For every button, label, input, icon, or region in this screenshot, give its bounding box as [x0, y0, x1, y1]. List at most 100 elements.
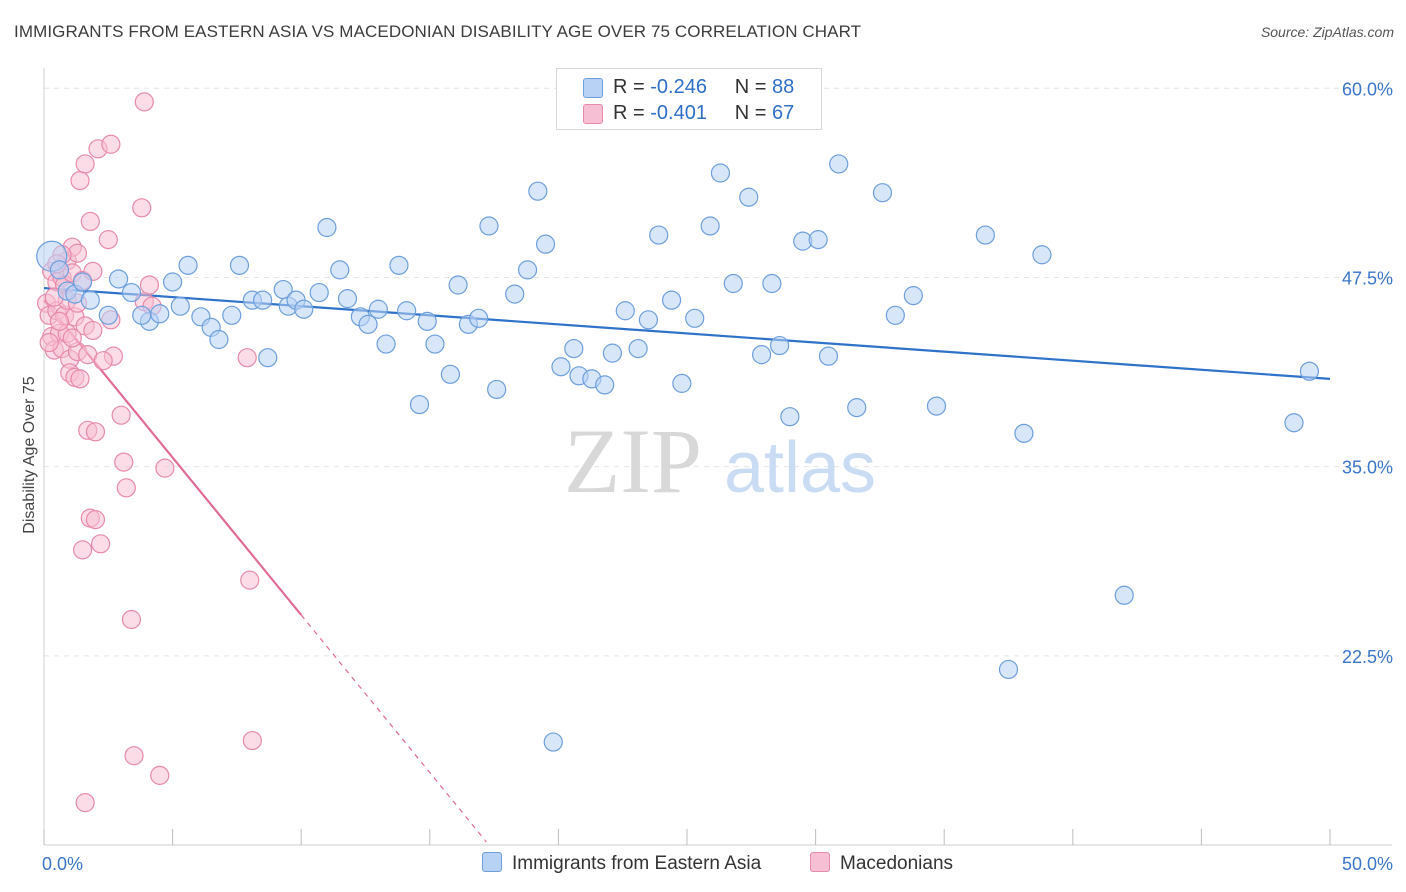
data-point-eastern-asia[interactable] — [317, 217, 337, 238]
data-point-eastern-asia[interactable] — [487, 379, 507, 400]
data-point-macedonian[interactable] — [150, 765, 170, 785]
data-point-eastern-asia[interactable] — [998, 659, 1019, 680]
data-point-eastern-asia[interactable] — [368, 299, 388, 319]
data-point-eastern-asia[interactable] — [229, 255, 250, 275]
data-point-eastern-asia[interactable] — [1014, 423, 1034, 443]
data-point-eastern-asia[interactable] — [903, 286, 923, 306]
data-point-eastern-asia[interactable] — [358, 314, 378, 334]
data-point-eastern-asia[interactable] — [517, 260, 538, 280]
data-point-eastern-asia[interactable] — [885, 305, 905, 325]
data-point-eastern-asia[interactable] — [661, 290, 682, 310]
data-point-eastern-asia[interactable] — [543, 732, 563, 752]
data-point-macedonian[interactable] — [83, 320, 103, 341]
data-point-macedonian[interactable] — [70, 170, 90, 191]
legend-item-macedonians[interactable]: Macedonians — [810, 852, 953, 875]
data-point-eastern-asia[interactable] — [337, 289, 358, 309]
data-point-eastern-asia[interactable] — [847, 398, 867, 418]
data-point-eastern-asia[interactable] — [397, 301, 417, 321]
data-point-eastern-asia[interactable] — [551, 357, 571, 377]
data-point-eastern-asia[interactable] — [762, 273, 782, 294]
data-point-macedonian[interactable] — [62, 328, 82, 348]
data-point-eastern-asia[interactable] — [528, 181, 548, 201]
data-point-eastern-asia[interactable] — [425, 334, 445, 354]
data-point-eastern-asia[interactable] — [769, 335, 790, 356]
data-point-eastern-asia[interactable] — [818, 346, 839, 366]
data-point-eastern-asia[interactable] — [389, 255, 409, 275]
data-point-macedonian[interactable] — [134, 92, 154, 112]
data-point-eastern-asia[interactable] — [564, 338, 584, 359]
data-point-eastern-asia[interactable] — [595, 375, 615, 395]
data-point-eastern-asia[interactable] — [975, 225, 995, 245]
data-point-macedonian[interactable] — [139, 275, 160, 295]
data-point-macedonian[interactable] — [237, 348, 257, 368]
data-point-macedonian[interactable] — [90, 534, 111, 554]
data-point-macedonian[interactable] — [240, 570, 260, 590]
data-point-eastern-asia[interactable] — [808, 230, 828, 250]
data-point-eastern-asia[interactable] — [505, 284, 525, 304]
data-point-eastern-asia[interactable] — [829, 154, 849, 174]
data-point-eastern-asia[interactable] — [1299, 361, 1320, 381]
data-point-eastern-asia[interactable] — [150, 304, 170, 324]
data-point-eastern-asia[interactable] — [440, 364, 460, 384]
data-point-eastern-asia[interactable] — [739, 187, 759, 207]
data-point-macedonian[interactable] — [101, 134, 121, 154]
data-point-eastern-asia[interactable] — [638, 310, 659, 330]
data-point-macedonian[interactable] — [98, 230, 118, 250]
data-point-macedonian[interactable] — [75, 154, 95, 174]
data-point-eastern-asia[interactable] — [872, 183, 893, 203]
data-point-eastern-asia[interactable] — [258, 348, 278, 368]
data-point-eastern-asia[interactable] — [253, 290, 273, 310]
data-point-eastern-asia[interactable] — [710, 163, 731, 183]
data-point-eastern-asia[interactable] — [780, 407, 800, 427]
data-point-eastern-asia[interactable] — [479, 216, 499, 236]
data-point-eastern-asia[interactable] — [417, 311, 437, 331]
data-point-eastern-asia[interactable] — [615, 301, 635, 321]
data-point-eastern-asia[interactable] — [672, 373, 692, 393]
data-point-macedonian[interactable] — [242, 730, 262, 751]
data-point-macedonian[interactable] — [85, 422, 106, 442]
legend-item-eastern-asia[interactable]: Immigrants from Eastern Asia — [482, 852, 761, 875]
data-point-eastern-asia[interactable] — [132, 305, 152, 325]
data-point-eastern-asia[interactable] — [1114, 585, 1134, 605]
data-point-eastern-asia[interactable] — [178, 255, 198, 275]
data-point-eastern-asia[interactable] — [535, 234, 556, 254]
data-point-eastern-asia[interactable] — [49, 260, 70, 280]
data-point-eastern-asia[interactable] — [700, 216, 720, 236]
data-point-eastern-asia[interactable] — [1284, 413, 1304, 433]
data-point-eastern-asia[interactable] — [163, 272, 183, 292]
data-point-macedonian[interactable] — [80, 211, 100, 232]
data-point-eastern-asia[interactable] — [170, 296, 190, 316]
data-point-macedonian[interactable] — [116, 478, 136, 498]
data-point-eastern-asia[interactable] — [309, 282, 329, 303]
data-point-macedonian[interactable] — [111, 405, 131, 425]
data-point-macedonian[interactable] — [121, 609, 142, 630]
data-point-eastern-asia[interactable] — [448, 275, 468, 295]
data-point-eastern-asia[interactable] — [80, 290, 100, 310]
data-point-macedonian[interactable] — [114, 452, 134, 472]
data-point-macedonian[interactable] — [85, 510, 106, 530]
data-point-macedonian[interactable] — [75, 793, 95, 813]
data-point-eastern-asia[interactable] — [121, 282, 142, 303]
data-point-macedonian[interactable] — [49, 311, 70, 331]
data-point-eastern-asia[interactable] — [469, 308, 489, 328]
data-point-eastern-asia[interactable] — [294, 299, 314, 319]
data-point-eastern-asia[interactable] — [685, 308, 705, 328]
data-point-eastern-asia[interactable] — [108, 269, 129, 289]
data-point-macedonian[interactable] — [132, 198, 152, 218]
data-point-eastern-asia[interactable] — [649, 225, 669, 245]
data-point-eastern-asia[interactable] — [602, 343, 623, 363]
data-point-eastern-asia[interactable] — [222, 305, 242, 325]
data-point-eastern-asia[interactable] — [72, 272, 93, 292]
data-point-eastern-asia[interactable] — [751, 345, 772, 365]
data-point-eastern-asia[interactable] — [628, 338, 648, 359]
data-point-macedonian[interactable] — [72, 540, 93, 560]
data-point-macedonian[interactable] — [124, 746, 144, 766]
data-point-eastern-asia[interactable] — [926, 396, 947, 416]
data-point-eastern-asia[interactable] — [1032, 245, 1052, 265]
data-point-eastern-asia[interactable] — [98, 305, 118, 325]
data-point-macedonian[interactable] — [155, 458, 175, 478]
data-point-macedonian[interactable] — [70, 369, 90, 389]
data-point-eastern-asia[interactable] — [209, 329, 229, 350]
data-point-macedonian[interactable] — [39, 332, 59, 353]
data-point-macedonian[interactable] — [93, 351, 113, 371]
